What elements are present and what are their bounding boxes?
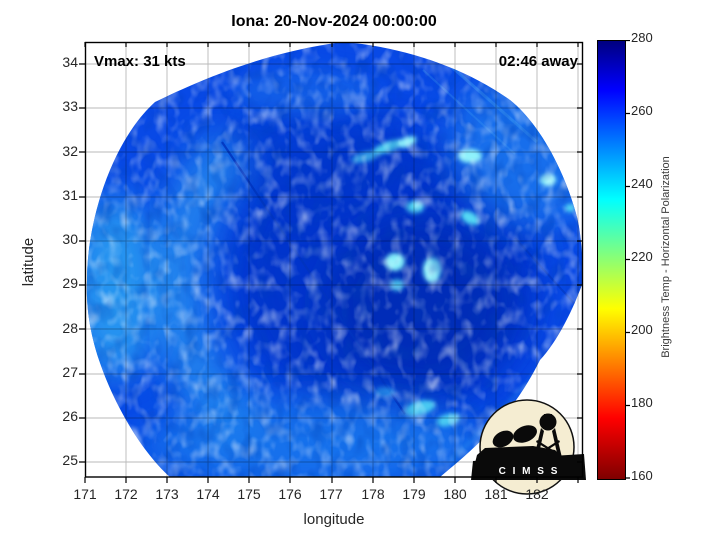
- x-tick-label: 175: [237, 486, 261, 502]
- colorbar-tick-label: 240: [631, 176, 653, 191]
- colorbar-tick-label: 220: [631, 249, 653, 264]
- x-tick-label: 182: [525, 486, 549, 502]
- water-tower-icon: [539, 413, 557, 431]
- colorbar-tick-label: 180: [631, 395, 653, 410]
- axes-frame: [84, 41, 584, 478]
- colorbar-ticks: [625, 40, 630, 479]
- vmax-annotation: Vmax: 31 kts: [94, 53, 186, 70]
- x-tick-label: 178: [361, 486, 385, 502]
- y-tick-label: 25: [62, 452, 78, 468]
- satellite-dish-icon: [513, 425, 537, 443]
- time-away-annotation: 02:46 away: [498, 53, 578, 70]
- cimss-logo: C I M S S: [471, 399, 586, 495]
- colorbar: [597, 40, 626, 480]
- cimss-banner: [471, 454, 586, 480]
- y-tick-label: 31: [62, 187, 78, 203]
- chart-title: Iona: 20-Nov-2024 00:00:00: [231, 13, 437, 30]
- cimss-logo-text: C I M S S: [499, 466, 560, 477]
- grid-lines: [85, 42, 583, 477]
- x-tick-label: 173: [155, 486, 179, 502]
- y-axis-label: latitude: [20, 237, 37, 287]
- colorbar-tick-label: 260: [631, 103, 653, 118]
- x-tick-label: 177: [319, 486, 343, 502]
- y-tick-label: 34: [62, 54, 78, 70]
- x-tick-label: 171: [73, 486, 97, 502]
- axis-ticks: [79, 42, 583, 483]
- satellite-dish-icon: [492, 430, 514, 448]
- colorbar-tick-label: 160: [631, 468, 653, 483]
- colorbar-tick-label: 280: [631, 30, 653, 45]
- y-tick-label: 29: [62, 275, 78, 291]
- x-tick-label: 174: [196, 486, 220, 502]
- y-tick-label: 26: [62, 408, 78, 424]
- colorbar-label: Brightness Temp - Horizontal Polarizatio…: [660, 156, 672, 358]
- y-tick-label: 27: [62, 364, 78, 380]
- x-tick-label: 172: [114, 486, 138, 502]
- colorbar-tick-label: 200: [631, 322, 653, 337]
- x-tick-label: 180: [443, 486, 467, 502]
- y-tick-label: 28: [62, 320, 78, 336]
- plot-area: C I M S S: [79, 41, 586, 495]
- y-tick-label: 30: [62, 231, 78, 247]
- satellite-swath-image: [86, 42, 583, 477]
- y-tick-label: 33: [62, 98, 78, 114]
- x-axis-label: longitude: [303, 511, 365, 528]
- x-tick-label: 176: [278, 486, 302, 502]
- y-tick-label: 32: [62, 143, 78, 159]
- x-tick-label: 179: [402, 486, 426, 502]
- x-tick-label: 181: [484, 486, 508, 502]
